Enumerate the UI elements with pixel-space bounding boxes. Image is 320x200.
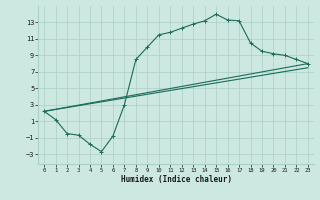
X-axis label: Humidex (Indice chaleur): Humidex (Indice chaleur) [121, 175, 231, 184]
